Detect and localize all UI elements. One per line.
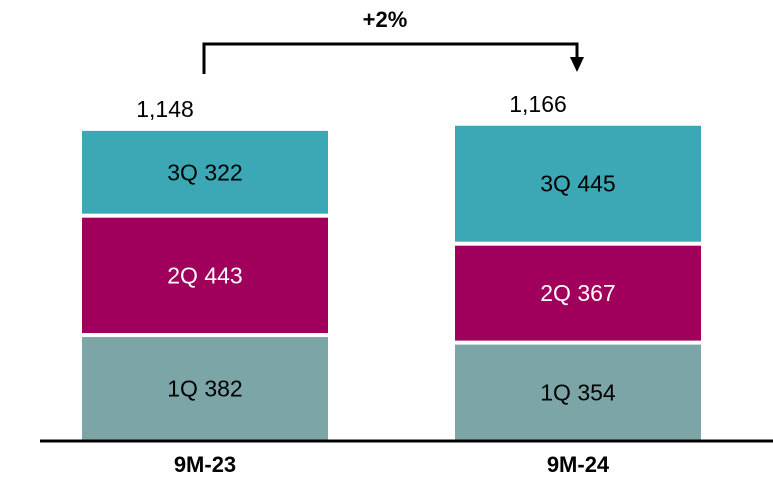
total-label-9m-24: 1,166 bbox=[509, 91, 567, 117]
segment-label-1q-9m-23: 1Q 382 bbox=[167, 376, 242, 402]
bar-segment-1q-9m-24 bbox=[455, 344, 701, 440]
bar-segment-1q-9m-23 bbox=[82, 337, 328, 440]
bars-group bbox=[82, 125, 701, 440]
segment-label-3q-9m-24: 3Q 445 bbox=[540, 171, 615, 197]
category-label-9m-24: 9M-24 bbox=[547, 452, 610, 477]
segment-label-2q-9m-23: 2Q 443 bbox=[167, 262, 242, 288]
segment-label-1q-9m-24: 1Q 354 bbox=[540, 379, 616, 405]
labels-group: 1Q 382 2Q 443 3Q 322 1,148 9M-23 1Q 354 2Q 367… bbox=[136, 91, 616, 477]
change-arrow-line bbox=[202, 42, 579, 74]
total-label-9m-23: 1,148 bbox=[136, 96, 194, 122]
bar-segment-2q-9m-23 bbox=[82, 217, 328, 334]
bar-segment-3q-9m-23 bbox=[82, 130, 328, 214]
bar-segment-2q-9m-24 bbox=[455, 245, 701, 341]
segment-label-3q-9m-23: 3Q 322 bbox=[167, 159, 242, 185]
change-label: +2% bbox=[363, 7, 408, 32]
change-arrow: +2% bbox=[202, 7, 584, 74]
category-label-9m-23: 9M-23 bbox=[174, 452, 236, 477]
segment-label-2q-9m-24: 2Q 367 bbox=[540, 280, 615, 306]
bar-segment-3q-9m-24 bbox=[455, 125, 701, 242]
change-arrowhead bbox=[570, 57, 584, 72]
